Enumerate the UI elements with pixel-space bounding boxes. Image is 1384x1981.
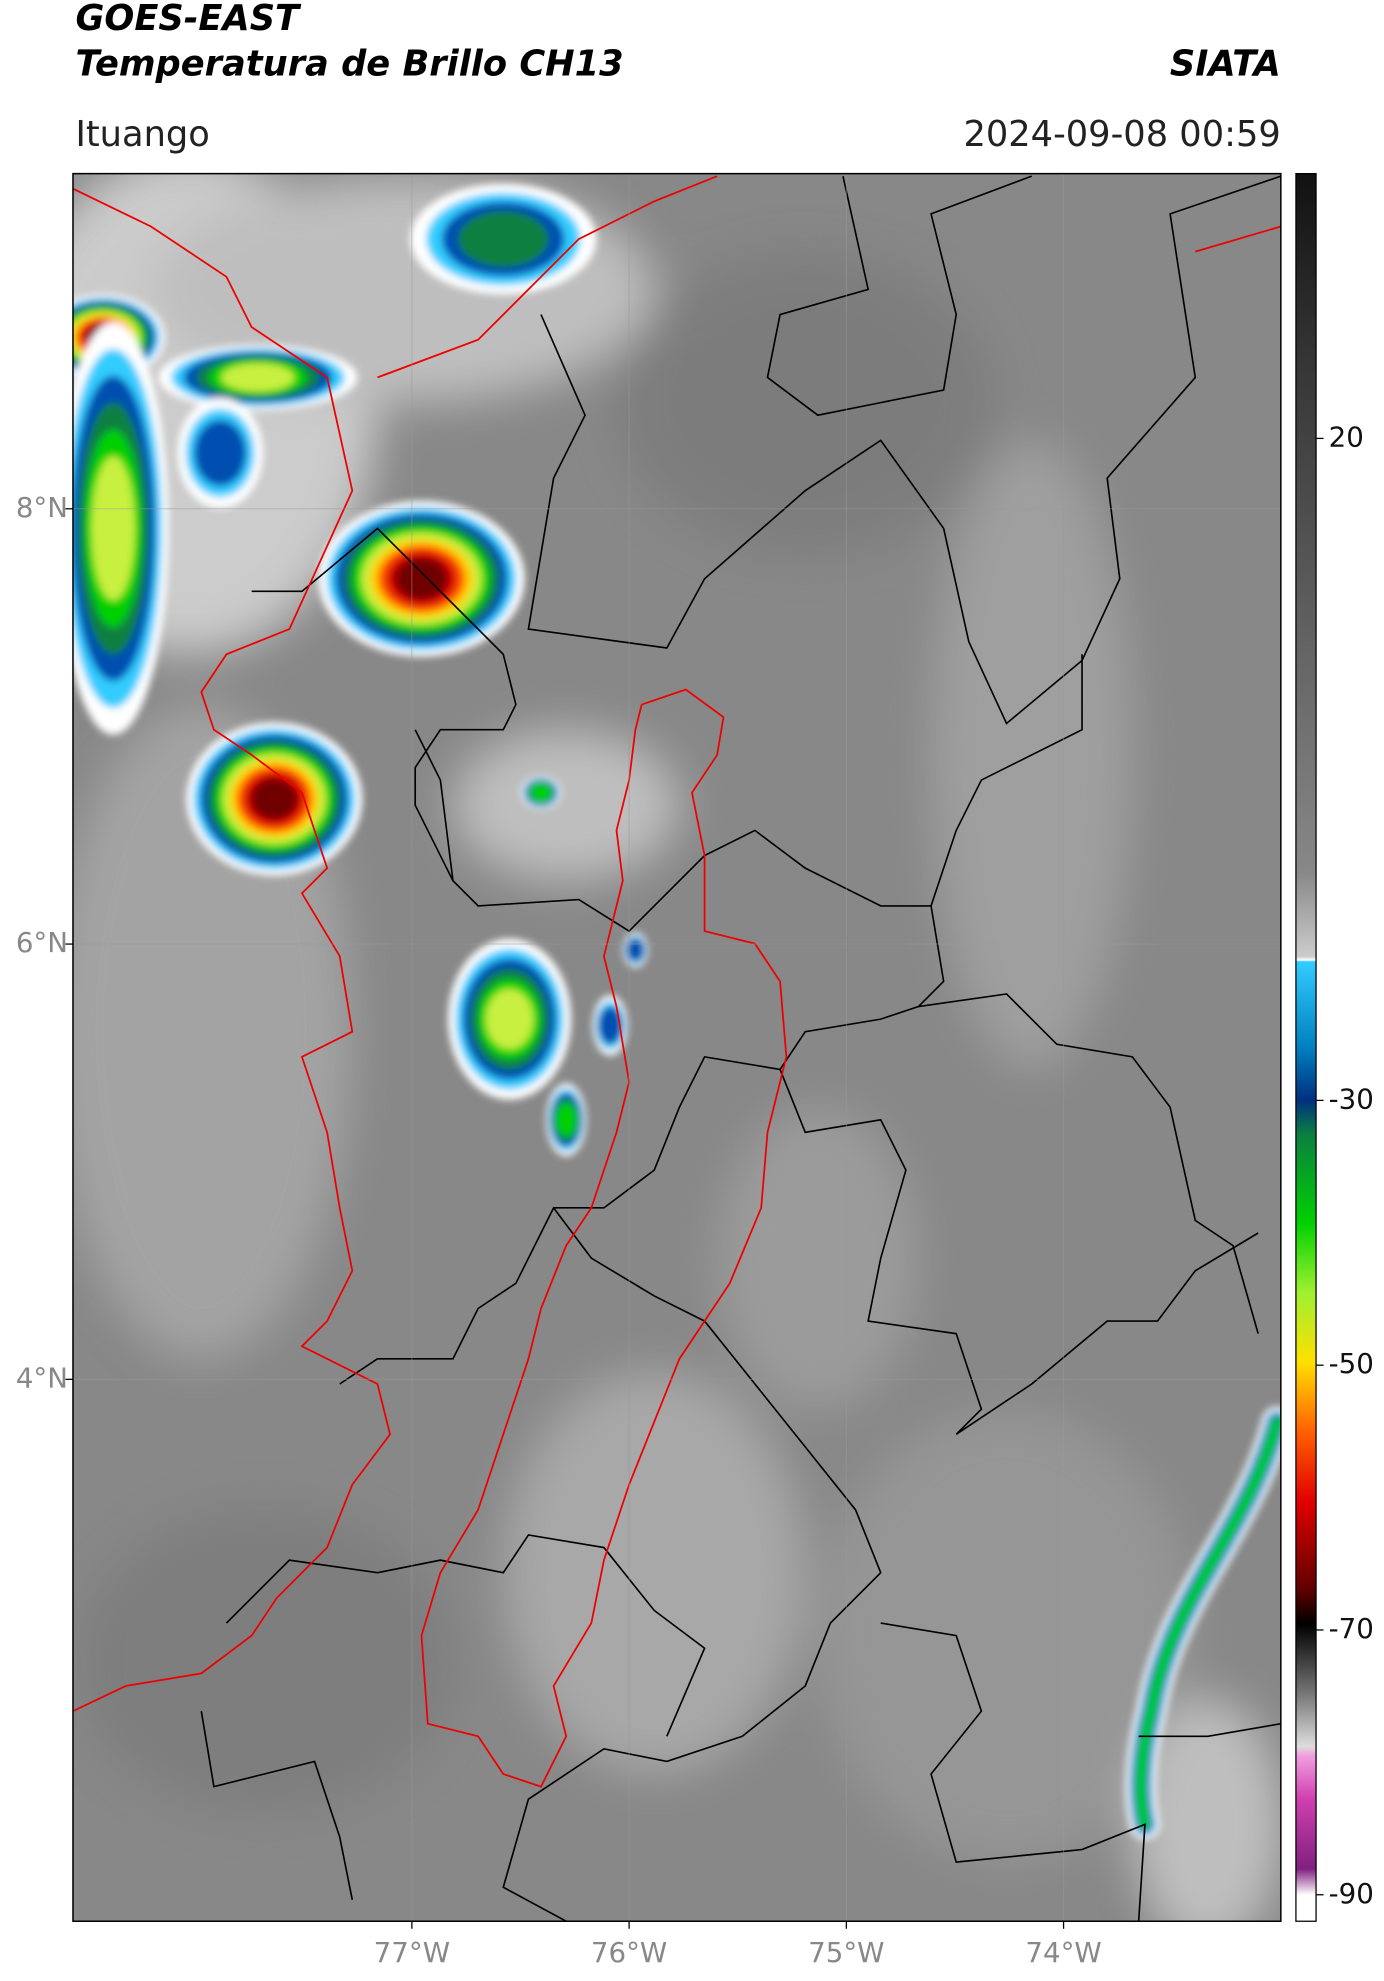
y-tick-label: 8°N	[16, 491, 68, 524]
location: Ituango	[75, 114, 209, 155]
colorbar-label: -30	[1329, 1082, 1374, 1115]
title: GOES-EAST	[75, 0, 302, 39]
y-tick-label: 6°N	[16, 926, 68, 959]
colorbar-label: -50	[1329, 1347, 1374, 1380]
colorbar	[1295, 172, 1317, 1922]
x-tick-label: 76°W	[591, 1936, 667, 1969]
x-tick-label: 77°W	[374, 1936, 450, 1969]
agency: SIATA	[1170, 43, 1281, 84]
y-tick-label: 4°N	[16, 1361, 68, 1394]
map-frame	[72, 172, 1282, 1922]
colorbar-label: 20	[1329, 420, 1364, 453]
satellite-image	[72, 173, 1281, 1922]
x-tick-label: 75°W	[808, 1936, 884, 1969]
colorbar-label: -70	[1329, 1612, 1374, 1645]
subtitle: Temperatura de Brillo CH13	[75, 43, 623, 84]
colorbar-label: -90	[1329, 1877, 1374, 1910]
datetime: 2024-09-08 00:59	[963, 114, 1280, 155]
x-tick-label: 74°W	[1025, 1936, 1101, 1969]
